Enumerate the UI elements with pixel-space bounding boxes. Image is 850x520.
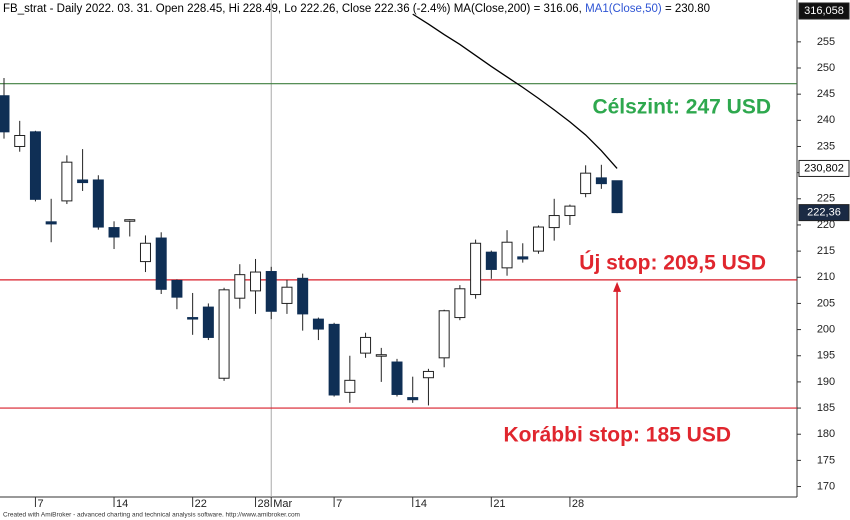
price-label: 230,802 (804, 162, 844, 174)
price-label: 222,36 (807, 207, 841, 219)
candle-body (124, 219, 136, 222)
y-tick-label: 175 (817, 454, 835, 466)
candle-body (61, 161, 73, 202)
candle-body (422, 370, 434, 379)
candle-body (611, 180, 623, 214)
title-part: = 230.80 (662, 3, 710, 15)
footer: Created with AmiBroker - advanced charti… (3, 512, 300, 519)
candle-body (218, 289, 230, 379)
level-label: Korábbi stop: 185 USD (503, 424, 731, 447)
candle-body (297, 277, 309, 315)
candle-body (312, 318, 324, 330)
candle-body (139, 242, 151, 263)
candle-body (187, 317, 199, 320)
candle-body (391, 361, 403, 395)
candle-body (328, 323, 340, 396)
candle-body (580, 172, 592, 195)
candle-body (155, 237, 167, 290)
y-tick-label: 205 (817, 297, 835, 309)
x-tick-label: 7 (336, 498, 342, 510)
chart-title: FB_strat - Daily 2022. 03. 31. Open 228.… (3, 3, 710, 15)
level-label: Célszint: 247 USD (592, 95, 771, 118)
x-tick-label: 28 (258, 498, 270, 510)
candle-body (281, 286, 293, 304)
candle-body (92, 179, 104, 228)
x-tick-label: 22 (195, 498, 207, 510)
x-tick-label: 14 (116, 498, 128, 510)
y-tick-label: 210 (817, 271, 835, 283)
candle-body (532, 226, 544, 252)
x-tick-label: 28 (572, 498, 584, 510)
price-label: 316,058 (804, 5, 844, 17)
candle-body (108, 227, 120, 238)
y-tick-label: 225 (817, 193, 835, 205)
title-part: FB_strat - Daily 2022. 03. 31. Open 228.… (3, 3, 585, 15)
y-tick-label: 195 (817, 350, 835, 362)
candle-body (77, 179, 89, 184)
candle-body (375, 354, 387, 357)
candle-body (265, 271, 277, 312)
candle-body (548, 215, 560, 229)
level-label: Új stop: 209,5 USD (579, 250, 766, 274)
moving-average (412, 13, 618, 169)
y-tick-label: 245 (817, 88, 835, 100)
y-tick-label: 180 (817, 428, 835, 440)
y-tick-label: 235 (817, 140, 835, 152)
price-label-box (798, 204, 850, 222)
price-label-box (798, 2, 850, 20)
candle-body (14, 134, 26, 147)
title-part: MA1(Close,50) (585, 3, 662, 15)
candle-body (29, 131, 41, 200)
x-tick-label: 14 (415, 498, 427, 510)
y-tick-label: 255 (817, 36, 835, 48)
candle-body (470, 242, 482, 296)
x-tick-label: 7 (37, 498, 43, 510)
y-tick-label: 185 (817, 402, 835, 414)
candle-body (360, 336, 372, 354)
x-tick-label: Mar (273, 498, 292, 510)
candle-body (344, 379, 356, 393)
candle-body (45, 221, 57, 225)
candle-body (438, 310, 450, 359)
candle-body (250, 271, 262, 292)
y-tick-label: 200 (817, 323, 835, 335)
candle-body (202, 306, 214, 338)
y-tick-label: 240 (817, 114, 835, 126)
candle-body (485, 251, 497, 270)
price-label-box (798, 159, 850, 177)
stop-arrow-head (613, 281, 622, 292)
y-tick-label: 215 (817, 245, 835, 257)
candle-body (595, 177, 607, 185)
y-tick-label: 220 (817, 219, 835, 231)
candle-body (171, 279, 183, 298)
y-tick-label: 190 (817, 376, 835, 388)
x-tick-label: 21 (493, 498, 505, 510)
y-tick-label: 250 (817, 62, 835, 74)
y-tick-label: 170 (817, 480, 835, 492)
candle-body (501, 241, 513, 269)
candle-body (517, 256, 529, 260)
candle-body (234, 274, 246, 299)
candle-body (0, 95, 10, 133)
candle-body (407, 397, 419, 401)
candle-body (564, 205, 576, 217)
candle-body (454, 288, 466, 319)
